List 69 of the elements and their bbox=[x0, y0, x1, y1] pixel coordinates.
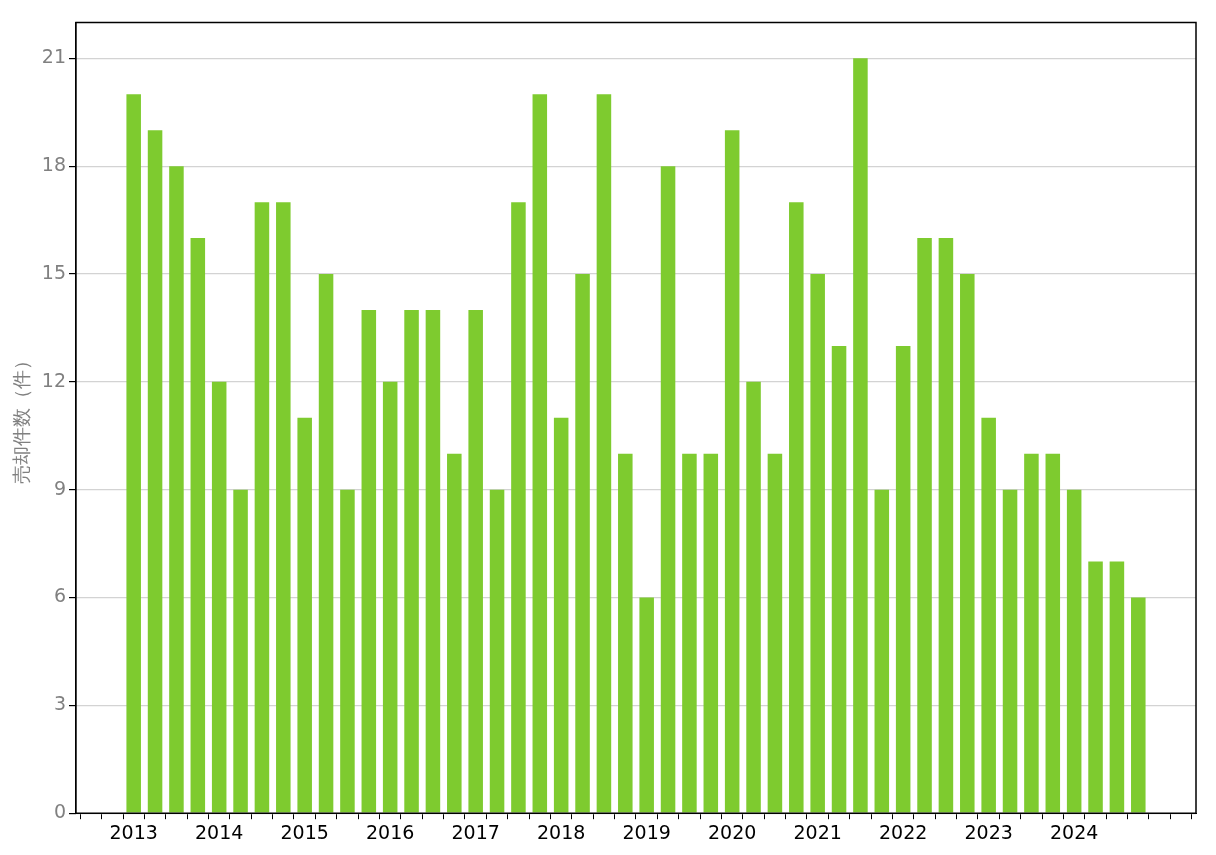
bar bbox=[318, 274, 334, 813]
y-tick-label: 12 bbox=[41, 368, 66, 391]
y-tick-label: 21 bbox=[41, 45, 66, 68]
bar bbox=[254, 202, 270, 813]
bar bbox=[1024, 453, 1039, 813]
bar bbox=[147, 130, 163, 813]
x-tick-label: 2015 bbox=[280, 820, 329, 843]
bar bbox=[276, 202, 291, 813]
bar bbox=[960, 274, 975, 813]
bar bbox=[1045, 453, 1061, 813]
bar bbox=[682, 453, 697, 813]
y-axis-title: 売却件数（件） bbox=[10, 351, 33, 485]
bar bbox=[874, 489, 890, 813]
bar bbox=[1066, 489, 1082, 813]
bar bbox=[938, 238, 954, 813]
y-tick-label: 0 bbox=[53, 800, 66, 823]
bar bbox=[746, 381, 761, 813]
x-tick-label: 2020 bbox=[707, 820, 757, 843]
y-tick-label: 9 bbox=[53, 476, 66, 499]
bar bbox=[767, 453, 783, 813]
bar bbox=[489, 489, 505, 813]
bar bbox=[361, 309, 377, 813]
bar bbox=[297, 417, 312, 813]
bar bbox=[211, 381, 227, 813]
bar bbox=[511, 202, 526, 813]
x-tick-label: 2014 bbox=[195, 820, 244, 843]
bar bbox=[1002, 489, 1018, 813]
bar bbox=[447, 453, 462, 813]
x-tick-label: 2019 bbox=[622, 820, 671, 843]
bar bbox=[703, 453, 719, 813]
bar bbox=[468, 309, 483, 813]
y-tick-label: 18 bbox=[41, 153, 66, 176]
bar bbox=[596, 94, 612, 813]
bar bbox=[917, 238, 932, 813]
x-tick-label: 2017 bbox=[451, 820, 500, 843]
y-tick-label: 15 bbox=[41, 260, 66, 283]
bar bbox=[1088, 561, 1103, 813]
bar bbox=[233, 489, 248, 813]
bar bbox=[190, 238, 206, 813]
bar bbox=[831, 345, 847, 813]
x-tick-label: 2024 bbox=[1049, 820, 1099, 843]
bar bbox=[660, 166, 676, 813]
y-tick-label: 6 bbox=[53, 584, 66, 607]
bar bbox=[425, 309, 441, 813]
bar bbox=[575, 274, 590, 813]
bar bbox=[810, 274, 825, 813]
bar bbox=[126, 94, 141, 813]
bar bbox=[532, 94, 548, 813]
x-tick-label: 2021 bbox=[793, 820, 842, 843]
bar bbox=[404, 309, 419, 813]
bar bbox=[789, 202, 804, 813]
x-tick-label: 2018 bbox=[537, 820, 586, 843]
bar bbox=[340, 489, 355, 813]
bar bbox=[853, 58, 868, 813]
x-tick-label: 2022 bbox=[878, 820, 928, 843]
x-tick-label: 2016 bbox=[366, 820, 415, 843]
bar bbox=[553, 417, 569, 813]
bar bbox=[981, 417, 996, 813]
bar bbox=[169, 166, 184, 813]
x-tick-label: 2013 bbox=[109, 820, 158, 843]
bar bbox=[1131, 597, 1146, 813]
y-tick-label: 3 bbox=[53, 692, 66, 715]
bar bbox=[639, 597, 654, 813]
x-tick-label: 2023 bbox=[964, 820, 1013, 843]
bar bbox=[1109, 561, 1125, 813]
bar bbox=[895, 345, 911, 813]
bar bbox=[382, 381, 398, 813]
bar bbox=[724, 130, 740, 813]
bar bbox=[618, 453, 633, 813]
